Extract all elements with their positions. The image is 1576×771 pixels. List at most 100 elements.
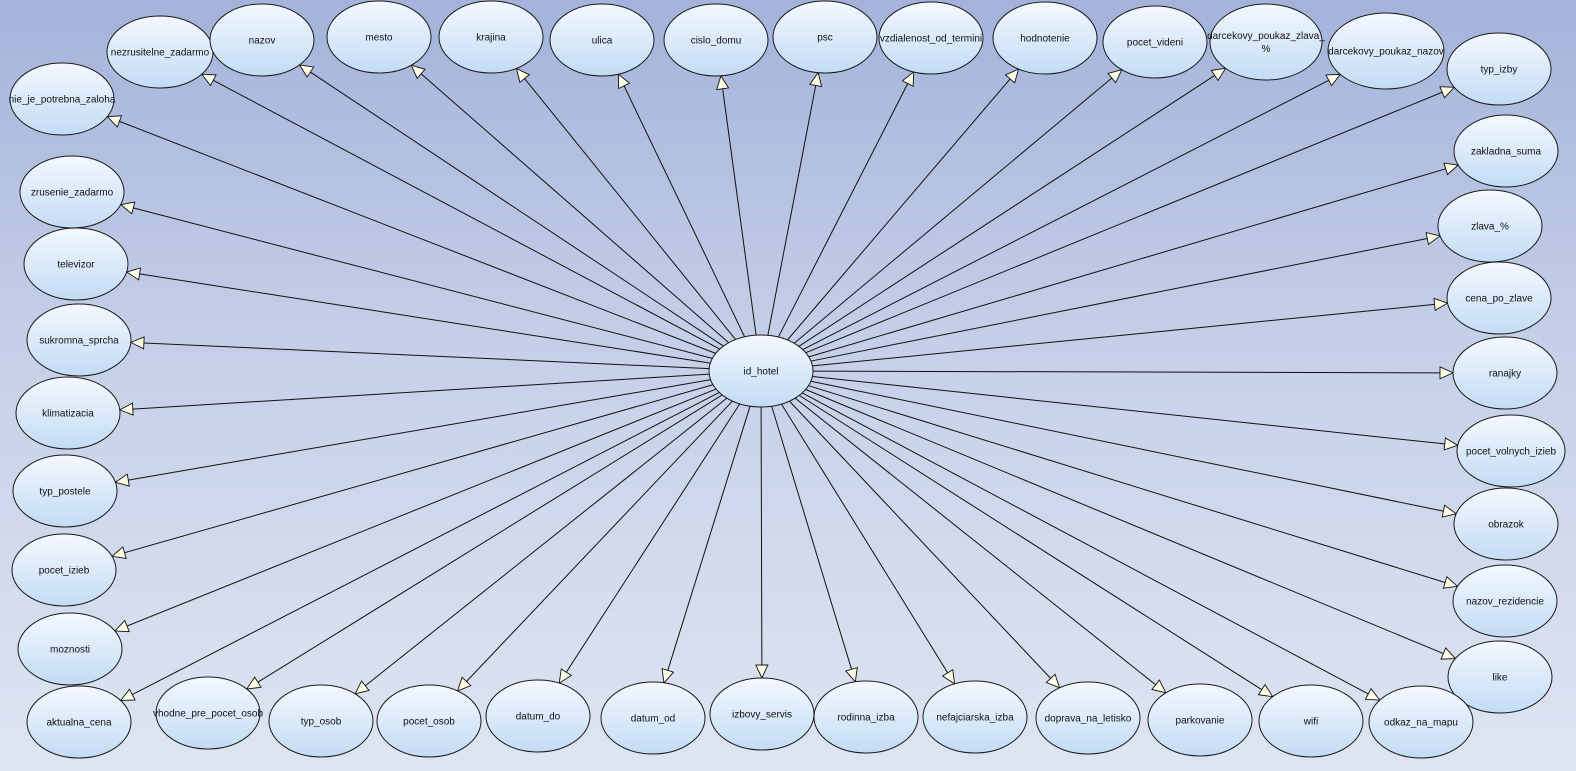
arrowhead-sukromna_sprcha (129, 336, 145, 350)
attribute-node-krajina-shape (438, 0, 544, 74)
connector-zakladna_suma (808, 168, 1446, 358)
connector-ranajky (812, 370, 1441, 374)
connector-wifi (799, 394, 1263, 691)
connector-televizor (139, 273, 711, 364)
connector-cena_po_zlave (812, 303, 1435, 367)
arrowhead-moznosti (113, 619, 130, 633)
attribute-node-obrazok: obrazok (1453, 487, 1559, 561)
attribute-node-psc: psc (772, 0, 878, 74)
attribute-node-doprava_na_letisko: doprava_na_letisko (1035, 681, 1141, 755)
attribute-node-hodnotenie: hodnotenie (992, 1, 1098, 75)
node-layer: nezrusitelne_zadarmo nazov mesto krajina uli… (9, 0, 1566, 759)
connector-aktualna_cena (132, 392, 720, 696)
hub-node-shape (708, 334, 814, 408)
attribute-node-ranajky-shape (1452, 336, 1558, 410)
arrowhead-zrusenie_zadarmo (119, 201, 136, 215)
arrowhead-odkaz_na_mapu (1364, 687, 1381, 701)
arrowhead-klimatizacia (118, 402, 134, 416)
attribute-node-darcekovy_poukaz_zlava_%-shape (1209, 3, 1323, 81)
attribute-node-rodinna_izba: rodinna_izba (813, 680, 919, 754)
connector-cislo_domu (722, 88, 757, 336)
hub-node-label: id_hotel (743, 367, 778, 378)
attribute-node-datum_od: datum_od (600, 681, 706, 755)
connector-doprava_na_letisko (789, 400, 1052, 679)
attribute-node-datum_do: datum_do (485, 679, 591, 753)
attribute-node-typ_postele-shape (12, 454, 118, 528)
attribute-node-pocet_izieb-label: pocet_izieb (39, 566, 90, 577)
arrowhead-nazov_rezidencie (1442, 575, 1459, 589)
attribute-node-like-label: like (1492, 673, 1507, 684)
attribute-node-hodnotenie-shape (992, 1, 1098, 75)
connector-parkovanie (794, 397, 1156, 686)
attribute-node-nazov_rezidencie-shape (1452, 564, 1558, 638)
attribute-node-ranajky-label: ranajky (1489, 369, 1521, 380)
connector-darcekovy_poukaz_zlava_% (798, 74, 1215, 347)
connector-ulica (623, 85, 746, 338)
arrowhead-doprava_na_letisko (1045, 673, 1061, 689)
arrowhead-izbovy_servis (755, 664, 769, 680)
attribute-node-parkovanie: parkovanie (1147, 683, 1253, 757)
arrowhead-nezrusitelne_zadarmo (200, 73, 217, 87)
connector-pocet_videni (793, 77, 1113, 344)
arrowhead-typ_izby (1439, 86, 1456, 99)
attribute-node-obrazok-label: obrazok (1488, 520, 1525, 531)
arrowhead-datum_od (661, 667, 675, 684)
arrowhead-pocet_osob (456, 676, 472, 692)
attribute-node-cislo_domu-label: cislo_domu (691, 36, 742, 47)
attribute-node-izbovy_servis: izbovy_servis (709, 677, 815, 751)
attribute-node-nazov_rezidencie: nazov_rezidencie (1452, 564, 1558, 638)
attribute-node-nezrusitelne_zadarmo: nezrusitelne_zadarmo (106, 15, 214, 89)
attribute-node-nazov: nazov (209, 3, 315, 77)
attribute-node-nazov-label: nazov (249, 36, 276, 47)
attribute-node-like: like (1447, 640, 1553, 714)
attribute-node-datum_od-label: datum_od (631, 714, 675, 725)
arrowhead-like (1440, 647, 1457, 660)
attribute-node-zlava_%-label: zlava_% (1471, 222, 1509, 233)
connector-moznosti (126, 388, 717, 627)
connector-psc (767, 85, 817, 336)
connector-typ_postele (128, 379, 711, 481)
attribute-node-pocet_volnych_izieb-label: pocet_volnych_izieb (1466, 447, 1556, 458)
attribute-node-zakladna_suma: zakladna_suma (1453, 114, 1559, 188)
arrowhead-typ_osob (354, 680, 370, 695)
attribute-node-izbovy_servis-label: izbovy_servis (732, 710, 792, 721)
attribute-node-parkovanie-shape (1147, 683, 1253, 757)
attribute-node-zakladna_suma-shape (1453, 114, 1559, 188)
arrowhead-nie_je_potrebna_zaloha (106, 115, 123, 128)
attribute-node-doprava_na_letisko-shape (1035, 681, 1141, 755)
attribute-node-televizor-label: televizor (57, 260, 95, 271)
attribute-node-pocet_videni: pocet_videni (1102, 5, 1208, 79)
attribute-node-rodinna_izba-shape (813, 680, 919, 754)
attribute-node-like-shape (1447, 640, 1553, 714)
connector-pocet_osob (466, 400, 733, 682)
attribute-node-klimatizacia-label: klimatizacia (42, 409, 94, 420)
attribute-node-pocet_osob: pocet_osob (376, 684, 482, 758)
attribute-node-pocet_videni-label: pocet_videni (1127, 38, 1183, 49)
connector-nazov (310, 71, 724, 347)
attribute-node-odkaz_na_mapu: odkaz_na_mapu (1368, 685, 1474, 759)
arrowhead-pocet_videni (1107, 69, 1123, 84)
attribute-node-nezrusitelne_zadarmo-label: nezrusitelne_zadarmo (111, 48, 210, 59)
arrowhead-parkovanie (1151, 679, 1167, 694)
attribute-node-typ_postele: typ_postele (12, 454, 118, 528)
arrowhead-ranajky (1439, 366, 1455, 380)
attribute-node-televizor: televizor (23, 227, 129, 301)
attribute-node-sukromna_sprcha-shape (26, 303, 132, 377)
attribute-node-pocet_volnych_izieb: pocet_volnych_izieb (1456, 414, 1566, 488)
attribute-node-typ_osob-label: typ_osob (301, 717, 342, 728)
attribute-node-darcekovy_poukaz_nazov-label: darcekovy_poukaz_nazov (1328, 47, 1444, 58)
attribute-node-typ_postele-label: typ_postele (39, 487, 91, 498)
hub-node: id_hotel (708, 334, 814, 408)
connector-pocet_volnych_izieb (812, 375, 1445, 445)
arrowhead-datum_do (558, 668, 573, 685)
arrowhead-zlava_% (1425, 231, 1442, 246)
attribute-node-odkaz_na_mapu-label: odkaz_na_mapu (1384, 718, 1458, 729)
attribute-node-mesto-shape (326, 0, 432, 74)
connector-klimatizacia (132, 373, 710, 410)
attribute-node-darcekovy_poukaz_zlava_%: darcekovy_poukaz_zlava_% (1207, 3, 1325, 81)
attribute-node-cislo_domu: cislo_domu (663, 3, 769, 77)
connector-zlava_% (810, 237, 1428, 362)
attribute-node-datum_do-shape (485, 679, 591, 753)
attribute-node-pocet_osob-label: pocet_osob (403, 717, 455, 728)
